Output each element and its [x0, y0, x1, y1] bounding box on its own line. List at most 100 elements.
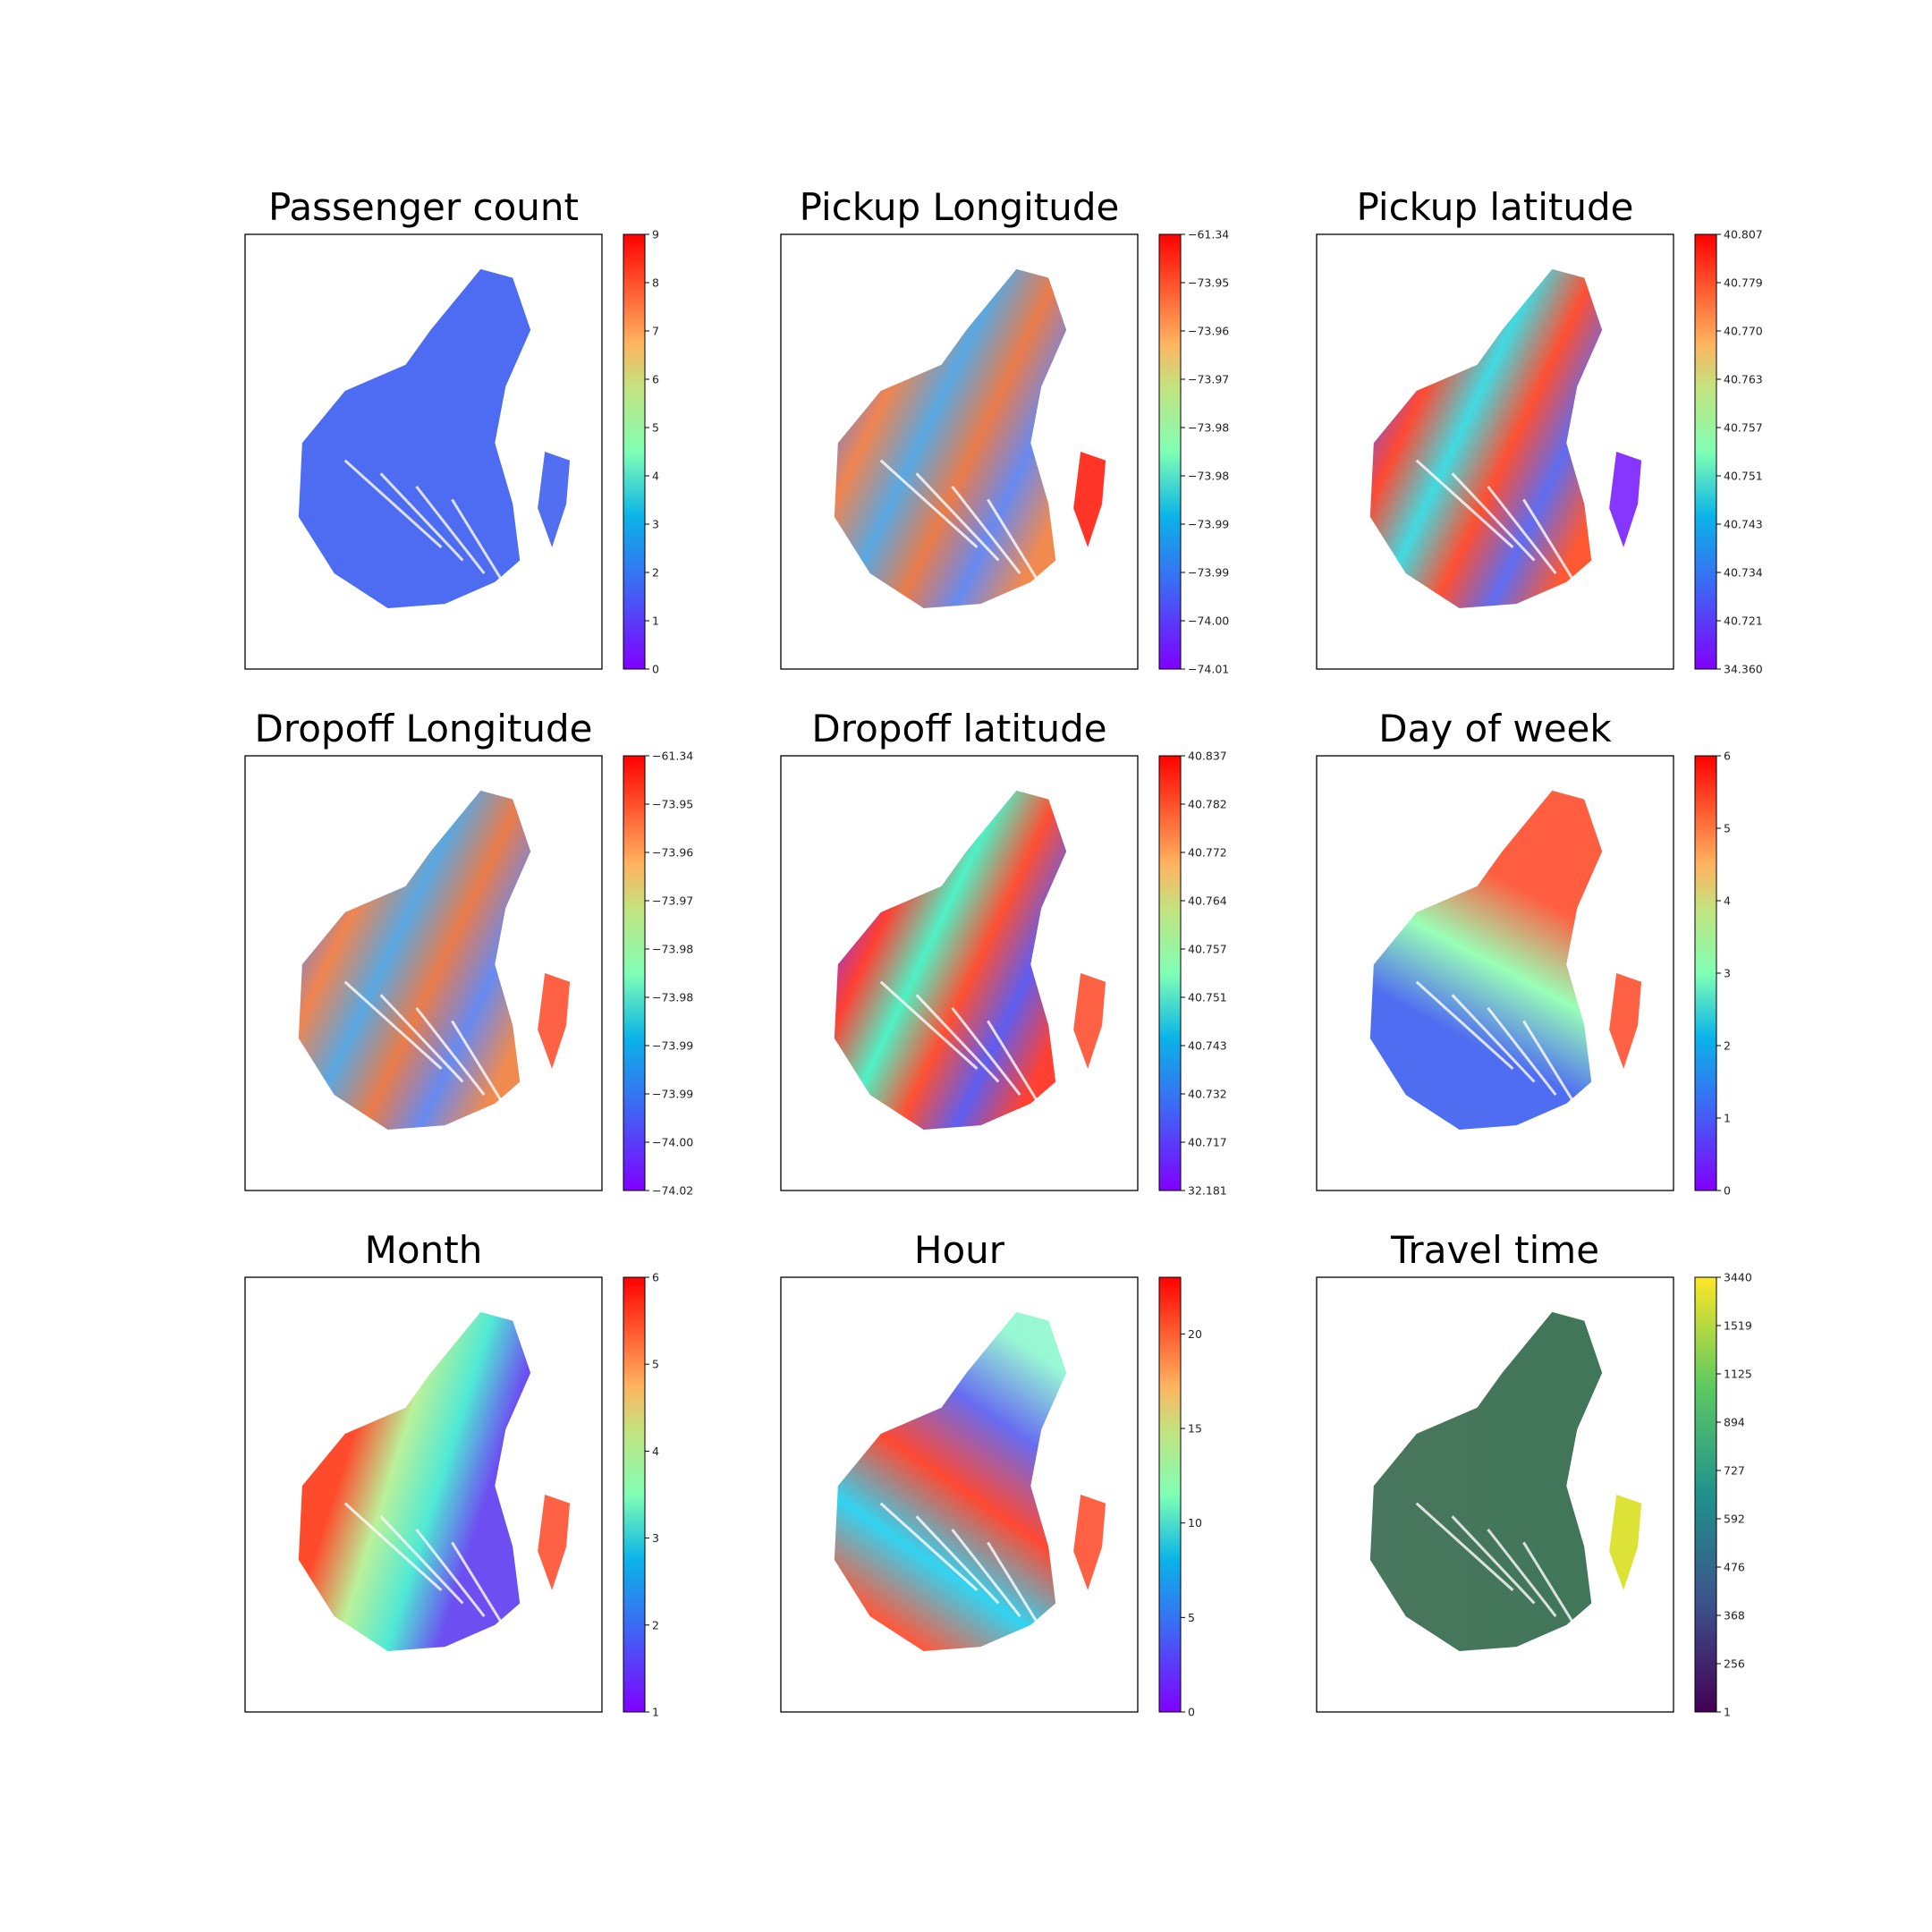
subplot-5: Dropoff latitude 32.181 40.717 40.732 40.743… — [780, 707, 1227, 1198]
scatter-points-cluster — [538, 452, 571, 547]
scatter-gap — [343, 980, 443, 1071]
colorbar-tick-label: 20 — [1188, 1327, 1202, 1341]
colorbar-tick-label: 1 — [1724, 1706, 1731, 1719]
subplot-8: Hour 0 5 10 15 20 — [780, 1228, 1202, 1719]
colorbar-tick-label: 1125 — [1724, 1368, 1752, 1381]
colorbar-tick-label: 256 — [1724, 1657, 1745, 1671]
colorbar-tick-label: −73.98 — [1188, 470, 1229, 483]
colorbar — [623, 755, 646, 1191]
scatter-gap — [451, 1020, 507, 1109]
scatter-gap — [343, 459, 443, 549]
subplot-3: Pickup latitude 34.360 40.721 40.734 40.743 4… — [1316, 185, 1763, 676]
scatter-gap — [1451, 994, 1536, 1083]
subplot-4: Dropoff Longitude −74.02 −74.00 −73.99 −73.9… — [244, 707, 693, 1198]
colorbar-tick-label: 5 — [652, 1358, 659, 1371]
scatter-gap — [1415, 1502, 1514, 1592]
colorbar-tick-label: 15 — [1188, 1422, 1202, 1436]
colorbar-tick-label: 40.772 — [1188, 846, 1227, 860]
colorbar-tick-label: 368 — [1724, 1609, 1745, 1623]
colorbar-tick-label: 4 — [1724, 894, 1731, 908]
colorbar-tick-label: −73.95 — [1188, 276, 1229, 290]
colorbar — [623, 1276, 646, 1713]
scatter-gap — [379, 1515, 464, 1605]
colorbar-tick-label: −73.97 — [1188, 373, 1229, 386]
scatter-gap — [951, 1528, 1021, 1618]
colorbar-tick-label: 40.743 — [1724, 518, 1763, 531]
colorbar-tick-label: 34.360 — [1724, 663, 1763, 676]
colorbar — [623, 233, 646, 670]
colorbar-tick-label: −74.01 — [1188, 663, 1229, 676]
scatter-points-cloud — [1369, 268, 1603, 608]
colorbar-tick-label: −73.99 — [1188, 518, 1229, 531]
scatter-gap — [1451, 472, 1536, 562]
colorbar-tick-label: 0 — [1188, 1706, 1195, 1719]
subplot-title: Passenger count — [268, 185, 579, 229]
colorbar-tick-label: −74.02 — [652, 1184, 693, 1198]
scatter-points-cloud — [834, 1311, 1067, 1651]
scatter-gap — [1522, 1020, 1579, 1109]
colorbar — [1694, 233, 1717, 670]
scatter-gap — [1487, 485, 1557, 575]
colorbar-tick-label: 1 — [652, 614, 659, 628]
colorbar-tick-label: 40.751 — [1724, 470, 1763, 483]
subplot-title: Dropoff Longitude — [255, 707, 593, 750]
colorbar-tick-label: 1 — [1724, 1112, 1731, 1125]
colorbar-tick-label: 4 — [652, 1445, 659, 1458]
scatter-gap — [951, 1006, 1021, 1097]
subplot-1: Passenger count 0 1 2 3 4 5 6 7 8 9 — [244, 185, 659, 676]
colorbar — [1158, 233, 1182, 670]
scatter-points-cluster — [1609, 452, 1642, 547]
colorbar-tick-label: 40.757 — [1188, 943, 1227, 956]
colorbar-tick-label: −61.34 — [652, 750, 693, 763]
scatter-gap — [951, 485, 1021, 575]
colorbar-tick-label: −73.99 — [652, 1039, 693, 1053]
colorbar-tick-label: −73.99 — [652, 1088, 693, 1101]
colorbar-tick-label: 40.837 — [1188, 750, 1227, 763]
colorbar-tick-label: 1519 — [1724, 1319, 1752, 1333]
colorbar-tick-label: 0 — [652, 663, 659, 676]
colorbar — [1158, 1276, 1182, 1713]
colorbar — [1694, 1276, 1717, 1713]
colorbar-tick-label: 40.757 — [1724, 421, 1763, 435]
subplot-7: Month 1 2 3 4 5 6 — [244, 1228, 659, 1719]
colorbar-tick-label: 8 — [652, 276, 659, 290]
scatter-gap — [915, 472, 1000, 562]
subplot-title: Month — [365, 1228, 483, 1272]
scatter-points-cluster — [1073, 452, 1106, 547]
colorbar-tick-label: 40.721 — [1724, 614, 1763, 628]
scatter-points-cluster — [538, 1495, 571, 1590]
colorbar-tick-label: 3 — [1724, 967, 1731, 980]
scatter-gap — [987, 1020, 1043, 1109]
scatter-points-cloud — [1369, 790, 1603, 1130]
colorbar-tick-label: −61.34 — [1188, 228, 1229, 242]
colorbar-tick-label: 10 — [1188, 1516, 1202, 1530]
colorbar-tick-label: 6 — [652, 373, 659, 386]
scatter-gap — [915, 1515, 1000, 1605]
colorbar-tick-label: −73.95 — [652, 798, 693, 811]
colorbar-tick-label: 32.181 — [1188, 1184, 1227, 1198]
scatter-points-cloud — [298, 790, 531, 1130]
colorbar-tick-label: 4 — [652, 470, 659, 483]
subplot-title: Day of week — [1378, 707, 1612, 750]
scatter-gap — [451, 498, 507, 588]
scatter-points-cloud — [834, 268, 1067, 608]
colorbar-tick-label: 592 — [1724, 1513, 1745, 1526]
colorbar-tick-label: −73.98 — [652, 991, 693, 1004]
scatter-gap — [343, 1502, 443, 1592]
colorbar-tick-label: 5 — [652, 421, 659, 435]
scatter-gap — [415, 1528, 486, 1618]
scatter-gap — [987, 1541, 1043, 1631]
colorbar-tick-label: 40.717 — [1188, 1136, 1227, 1149]
colorbar-tick-label: −74.00 — [1188, 614, 1229, 628]
scatter-points-cluster — [1073, 973, 1106, 1069]
colorbar-tick-label: 0 — [1724, 1184, 1731, 1198]
subplot-title: Hour — [914, 1228, 1005, 1272]
colorbar-tick-label: −73.98 — [1188, 421, 1229, 435]
scatter-gap — [879, 980, 979, 1071]
colorbar-tick-label: 727 — [1724, 1464, 1745, 1478]
colorbar-tick-label: 40.732 — [1188, 1088, 1227, 1101]
scatter-gap — [1487, 1528, 1557, 1618]
colorbar-tick-label: −73.97 — [652, 894, 693, 908]
colorbar-tick-label: 6 — [1724, 750, 1731, 763]
scatter-points-cluster — [538, 973, 571, 1069]
